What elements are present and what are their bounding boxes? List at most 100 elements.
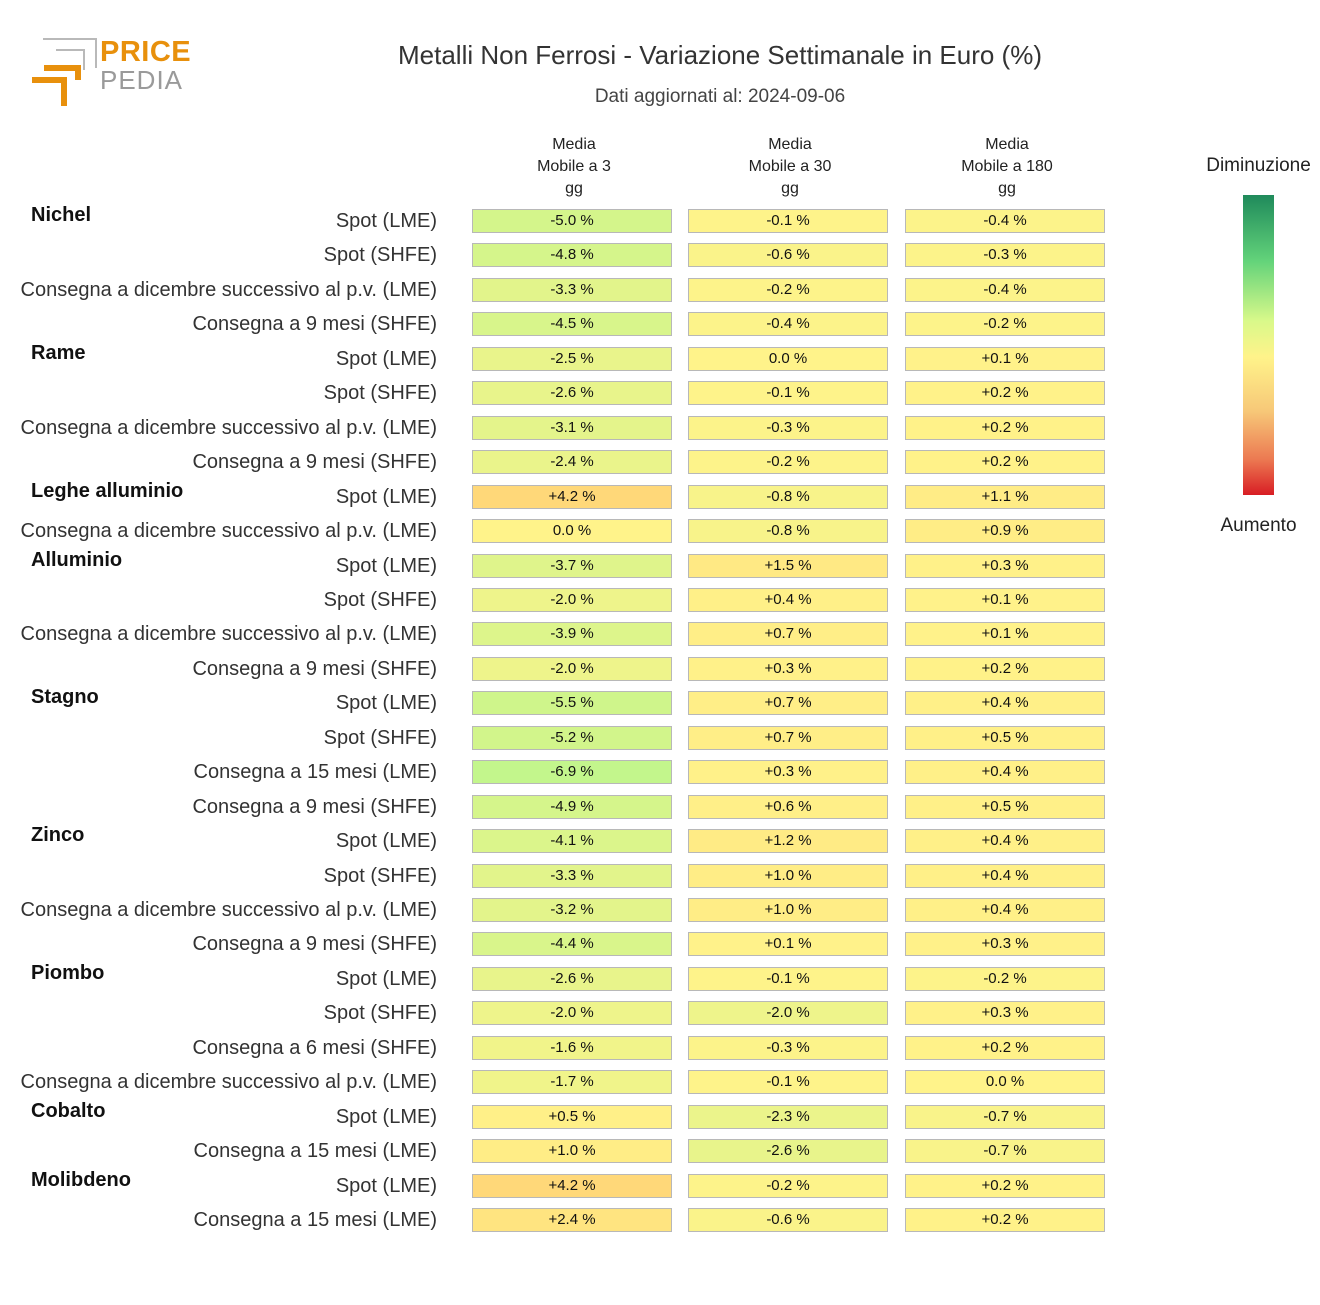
heatmap-cell: +0.7 %	[688, 691, 888, 716]
heatmap-cell: +1.0 %	[688, 898, 888, 922]
row-label: Consegna a dicembre successivo al p.v. (…	[20, 520, 437, 543]
row-label: Consegna a 15 mesi (LME)	[193, 1209, 437, 1232]
heatmap-cell: +4.2 %	[472, 484, 672, 509]
group-label: Stagno	[31, 686, 99, 709]
column-header-line: Mobile a 30	[748, 158, 832, 175]
column-header-line: Media	[985, 136, 1029, 153]
heatmap-cell: +0.6 %	[688, 794, 888, 819]
heatmap-cell: -2.0 %	[472, 1001, 672, 1026]
row-label: Spot (SHFE)	[323, 244, 437, 267]
logo-text-price: PRICE	[100, 36, 192, 68]
heatmap-cell: 0.0 %	[905, 1070, 1105, 1095]
row-label: Spot (SHFE)	[323, 726, 437, 749]
heatmap-cell: +0.2 %	[905, 450, 1105, 475]
column-header: Media Mobile a 30 gg	[689, 134, 891, 200]
heatmap-cell: +0.2 %	[905, 656, 1105, 681]
row-label: Spot (LME)	[335, 967, 437, 990]
row-label: Spot (SHFE)	[323, 588, 437, 611]
chart-title: Metalli Non Ferrosi - Variazione Settima…	[398, 40, 1042, 70]
heatmap-cell: -0.8 %	[688, 484, 888, 509]
column-header-line: Mobile a 3	[537, 158, 611, 175]
heatmap-cell: +0.1 %	[905, 622, 1105, 647]
heatmap-cell: -4.5 %	[472, 312, 672, 337]
heatmap-cell: +2.4 %	[472, 1208, 672, 1233]
row-label: Consegna a dicembre successivo al p.v. (…	[20, 278, 437, 301]
heatmap-cell: -3.7 %	[472, 553, 672, 578]
column-header: Media Mobile a 180 gg	[906, 134, 1108, 200]
heatmap-cell: +1.0 %	[688, 863, 888, 888]
heatmap-cell: +0.3 %	[688, 656, 888, 681]
heatmap-cell: -2.6 %	[472, 966, 672, 991]
row-label: Consegna a dicembre successivo al p.v. (…	[20, 1071, 437, 1094]
heatmap-cell: -0.4 %	[688, 312, 888, 337]
group-label: Zinco	[31, 824, 85, 847]
heatmap-cell: +0.3 %	[688, 760, 888, 785]
heatmap-cell: +0.2 %	[905, 381, 1105, 406]
heatmap-cell: -3.9 %	[472, 622, 672, 647]
heatmap-cell: -1.7 %	[472, 1070, 672, 1095]
group-label: Alluminio	[31, 548, 123, 571]
heatmap-cell: +0.4 %	[905, 863, 1105, 888]
heatmap-cell: +0.5 %	[905, 725, 1105, 750]
row-label: Spot (SHFE)	[323, 864, 437, 887]
heatmap-cell: -2.6 %	[688, 1139, 888, 1164]
heatmap-cell: -2.5 %	[472, 346, 672, 371]
row-label: Spot (LME)	[335, 554, 437, 577]
heatmap-cell: +0.2 %	[905, 1035, 1105, 1060]
heatmap-cell: +0.1 %	[905, 587, 1105, 612]
heatmap-cell: +0.1 %	[905, 346, 1105, 371]
heatmap-cell: 0.0 %	[688, 346, 888, 371]
heatmap-cell: +0.5 %	[472, 1104, 672, 1129]
row-label: Spot (SHFE)	[323, 1002, 437, 1025]
heatmap-cell: -3.3 %	[472, 277, 672, 302]
heatmap-cell: -0.1 %	[688, 209, 888, 233]
heatmap-cell: -1.6 %	[472, 1035, 672, 1060]
heatmap-cell: -0.2 %	[688, 1173, 888, 1198]
heatmap-cell: -0.3 %	[905, 243, 1105, 268]
row-label: Spot (LME)	[335, 210, 437, 232]
legend-bottom-label: Aumento	[1220, 515, 1297, 536]
heatmap-cell: +0.2 %	[905, 1208, 1105, 1233]
heatmap-cell: +4.2 %	[472, 1173, 672, 1198]
heatmap-cell: -4.1 %	[472, 829, 672, 854]
heatmap-cell: -0.7 %	[905, 1139, 1105, 1164]
heatmap-cell: +0.2 %	[905, 415, 1105, 440]
row-label: Consegna a 9 mesi (SHFE)	[192, 933, 437, 956]
heatmap-cell: -0.3 %	[688, 1035, 888, 1060]
group-label: Molibdeno	[31, 1168, 131, 1191]
heatmap-cell: +0.9 %	[905, 519, 1105, 544]
heatmap-cell: +0.3 %	[905, 1001, 1105, 1026]
heatmap-cell: -0.8 %	[688, 519, 888, 544]
pricepedia-logo: PRICE PEDIA	[28, 36, 198, 111]
heatmap-cell: -0.7 %	[905, 1104, 1105, 1129]
row-label: Spot (LME)	[335, 485, 437, 508]
row-label: Consegna a 9 mesi (SHFE)	[192, 313, 437, 336]
column-header-line: Media	[552, 136, 596, 153]
row-label: Consegna a dicembre successivo al p.v. (…	[20, 899, 437, 921]
heatmap-cell: +1.1 %	[905, 484, 1105, 509]
heatmap-cell: -6.9 %	[472, 760, 672, 785]
heatmap-cell: +0.3 %	[905, 553, 1105, 578]
heatmap-cell: -0.6 %	[688, 1208, 888, 1233]
heatmap-cell: -0.2 %	[905, 966, 1105, 991]
row-label: Spot (LME)	[335, 347, 437, 370]
row-label: Consegna a 6 mesi (SHFE)	[192, 1036, 437, 1059]
heatmap-cell: -0.1 %	[688, 381, 888, 406]
heatmap-cell: 0.0 %	[472, 519, 672, 544]
heatmap-cell: -5.0 %	[472, 209, 672, 233]
column-header-line: Media	[768, 136, 812, 153]
column-header-line: gg	[565, 180, 583, 197]
heatmap-cell: +0.5 %	[905, 794, 1105, 819]
heatmap-cell: +1.5 %	[688, 553, 888, 578]
heatmap-cell: -0.1 %	[688, 966, 888, 991]
heatmap-cell: -2.0 %	[472, 656, 672, 681]
heatmap-cell: -0.2 %	[905, 312, 1105, 337]
heatmap-cell: -0.4 %	[905, 277, 1105, 302]
heatmap-cell: -2.3 %	[688, 1104, 888, 1129]
group-label: Rame	[31, 341, 86, 364]
logo-mark-icon	[32, 38, 97, 106]
heatmap-cell: -3.1 %	[472, 415, 672, 440]
legend-color-scale	[1243, 195, 1274, 495]
heatmap-cell: -2.0 %	[688, 1001, 888, 1026]
